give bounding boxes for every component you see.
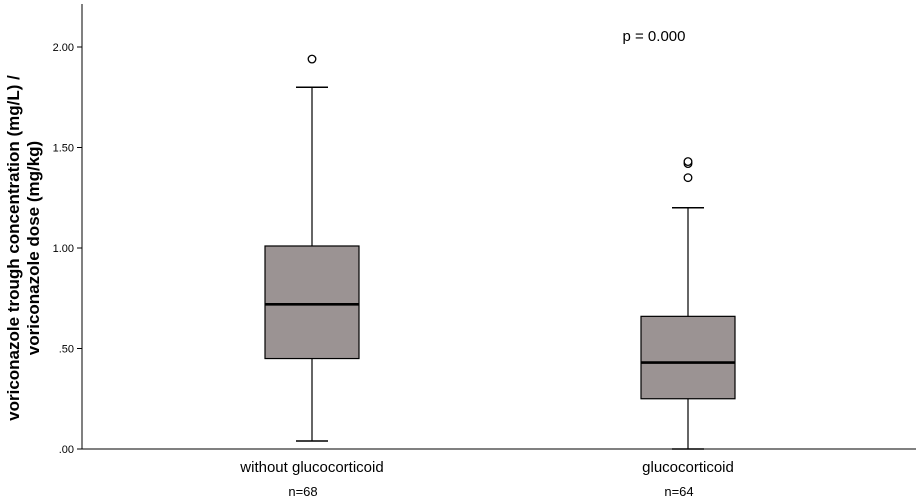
y-tick-label: .50: [59, 344, 74, 356]
outlier-point: [307, 54, 317, 64]
p-value-annotation: p = 0.000: [623, 28, 686, 45]
box-group: [640, 157, 736, 450]
sample-size-label: n=64: [664, 484, 693, 499]
iqr-box: [640, 315, 736, 400]
category-label: without glucocorticoid: [239, 459, 383, 476]
y-tick-label: .00: [59, 444, 74, 456]
category-label: glucocorticoid: [642, 459, 734, 476]
box-group: [264, 54, 360, 442]
y-tick-label: 1.50: [53, 143, 74, 155]
y-tick-label: 2.00: [53, 42, 74, 54]
outlier-point: [683, 173, 693, 183]
axes: [81, 4, 916, 450]
y-axis-label-line-1: voriconazole trough concentration (mg/L)…: [4, 75, 23, 421]
y-tick-label: 1.00: [53, 243, 74, 255]
boxes: [264, 54, 736, 450]
iqr-box: [264, 245, 360, 360]
labels: without glucocorticoid n=68 glucocorticoid…: [239, 459, 734, 499]
outlier-point: [683, 157, 693, 167]
y-axis-ticks: .00 .50 1.00 1.50 2.00: [53, 42, 82, 456]
sample-size-label: n=68: [288, 484, 317, 499]
y-axis-label-line-2: voriconazole dose (mg/kg): [24, 141, 43, 355]
